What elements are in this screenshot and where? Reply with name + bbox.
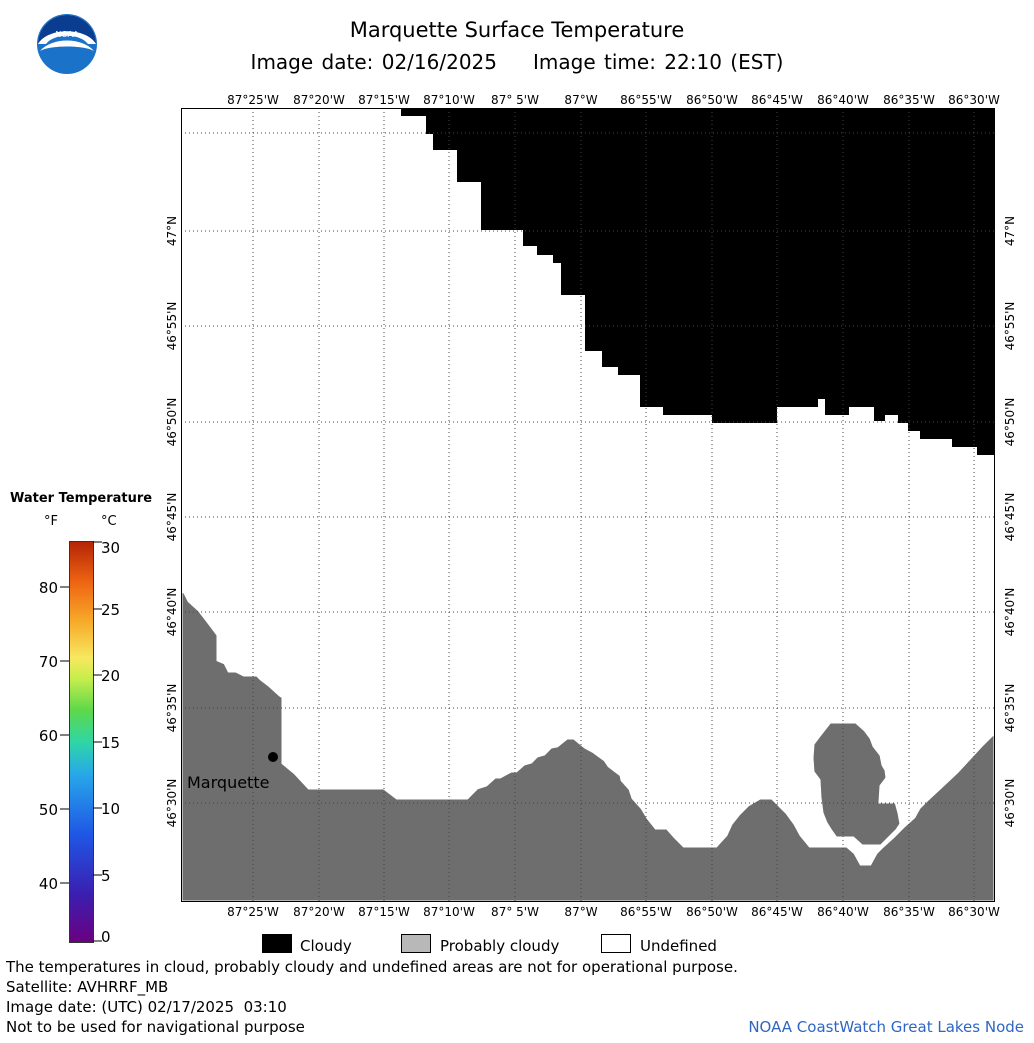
lon-label-top: 87°20'W — [293, 93, 345, 107]
colorbar-ticks — [60, 541, 102, 942]
lon-label-bottom: 87°20'W — [293, 905, 345, 919]
lon-label-bottom: 87°W — [564, 905, 598, 919]
lon-label-top: 86°45'W — [751, 93, 803, 107]
celsius-tick: 5 — [101, 867, 111, 885]
celsius-tick: 10 — [101, 800, 121, 818]
undefined-key-label: Undefined — [640, 937, 717, 955]
unit-fahrenheit: °F — [44, 514, 58, 529]
probably-cloudy-island — [810, 720, 903, 848]
lat-label-left: 46°45'N — [165, 492, 179, 542]
graticule — [181, 108, 995, 902]
lon-label-top: 87°W — [564, 93, 598, 107]
lon-label-top: 86°40'W — [817, 93, 869, 107]
lat-label-right: 46°45'N — [1003, 492, 1017, 542]
celsius-tick: 30 — [101, 539, 121, 557]
image-datetime: Image date: 02/16/2025 Image time: 22:10 … — [0, 50, 1034, 74]
utc-image-date: Image date: (UTC) 02/17/2025 03:10 — [6, 998, 287, 1016]
navigation-disclaimer: Not to be used for navigational purpose — [6, 1018, 305, 1036]
lon-label-top: 87°10'W — [423, 93, 475, 107]
unit-celsius: °C — [101, 514, 117, 529]
lat-label-left: 46°35'N — [165, 683, 179, 733]
lon-label-bottom: 86°50'W — [686, 905, 738, 919]
cloudy-key-label: Cloudy — [300, 937, 352, 955]
lon-label-top: 87°15'W — [358, 93, 410, 107]
image-time: Image time: 22:10 (EST) — [533, 50, 784, 74]
map-title: Marquette Surface Temperature — [349, 18, 685, 42]
map-frame — [181, 108, 995, 902]
noaa-logo-icon: NOAA — [37, 14, 97, 74]
lat-label-right: 46°30'N — [1003, 778, 1017, 828]
lon-label-bottom: 86°35'W — [883, 905, 935, 919]
lat-label-right: 47°N — [1003, 215, 1017, 247]
lat-label-right: 46°50'N — [1003, 397, 1017, 447]
noaa-logo-text: NOAA — [55, 30, 79, 39]
celsius-tick: 0 — [101, 928, 111, 946]
lon-label-top: 86°50'W — [686, 93, 738, 107]
fahrenheit-tick: 50 — [38, 801, 58, 819]
cloudy-swatch — [262, 934, 292, 953]
lon-label-bottom: 87°25'W — [227, 905, 279, 919]
lat-label-left: 46°55'N — [165, 301, 179, 351]
fahrenheit-tick: 60 — [38, 727, 58, 745]
lat-label-left: 47°N — [165, 215, 179, 247]
lat-label-left: 46°30'N — [165, 778, 179, 828]
fahrenheit-tick: 70 — [38, 653, 58, 671]
lon-label-top: 86°30'W — [948, 93, 1000, 107]
lat-label-left: 46°40'N — [165, 587, 179, 637]
fahrenheit-tick: 80 — [38, 579, 58, 597]
celsius-tick: 25 — [101, 601, 121, 619]
coastwatch-credit[interactable]: NOAA CoastWatch Great Lakes Node — [748, 1018, 1024, 1036]
lon-label-bottom: 86°40'W — [817, 905, 869, 919]
lat-label-right: 46°35'N — [1003, 683, 1017, 733]
cloudy-area — [401, 108, 995, 455]
surface-temperature-map[interactable]: Marquette — [181, 108, 995, 902]
probably-cloudy-swatch — [401, 934, 431, 953]
image-date: Image date: 02/16/2025 — [250, 50, 498, 74]
lon-label-bottom: 86°30'W — [948, 905, 1000, 919]
satellite-info: Satellite: AVHRRF_MB — [6, 978, 169, 996]
undefined-swatch — [601, 934, 631, 953]
celsius-tick: 20 — [101, 667, 121, 685]
marquette-city-marker[interactable] — [268, 752, 278, 762]
lon-label-bottom: 87° 5'W — [491, 905, 539, 919]
lon-label-bottom: 87°10'W — [423, 905, 475, 919]
lat-label-right: 46°55'N — [1003, 301, 1017, 351]
legend-title: Water Temperature — [10, 491, 153, 506]
lon-label-bottom: 86°45'W — [751, 905, 803, 919]
marquette-label: Marquette — [187, 773, 269, 792]
probably-cloudy-key-label: Probably cloudy — [440, 937, 560, 955]
lon-label-top: 87° 5'W — [491, 93, 539, 107]
lon-label-top: 87°25'W — [227, 93, 279, 107]
lat-label-left: 46°50'N — [165, 397, 179, 447]
lon-label-bottom: 87°15'W — [358, 905, 410, 919]
lon-label-top: 86°55'W — [620, 93, 672, 107]
celsius-tick: 15 — [101, 734, 121, 752]
lon-label-top: 86°35'W — [883, 93, 935, 107]
lat-label-right: 46°40'N — [1003, 587, 1017, 637]
fahrenheit-tick: 40 — [38, 875, 58, 893]
lon-label-bottom: 86°55'W — [620, 905, 672, 919]
operational-disclaimer: The temperatures in cloud, probably clou… — [6, 958, 738, 976]
